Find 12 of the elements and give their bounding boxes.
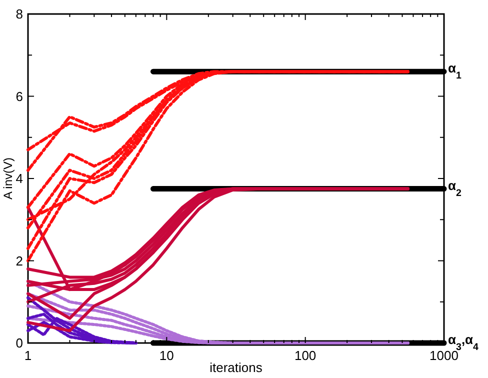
series-label: α$_{1}$ (448, 60, 462, 82)
legend-label: α$_{2}$ (448, 178, 462, 198)
y-tick-label: 6 (16, 88, 23, 104)
x-axis-title: iterations (210, 360, 263, 375)
y-tick-label: 0 (16, 336, 23, 350)
x-tick-label: 100 (294, 348, 316, 363)
y-tick-label: 2 (16, 253, 23, 268)
y-tick-label: 4 (16, 171, 23, 186)
x-tick-label: 10 (159, 348, 174, 363)
y-axis-title: A inv(V) (1, 157, 15, 200)
y-tick-label: 8 (16, 6, 23, 22)
x-tick-label: 1 (24, 348, 32, 363)
